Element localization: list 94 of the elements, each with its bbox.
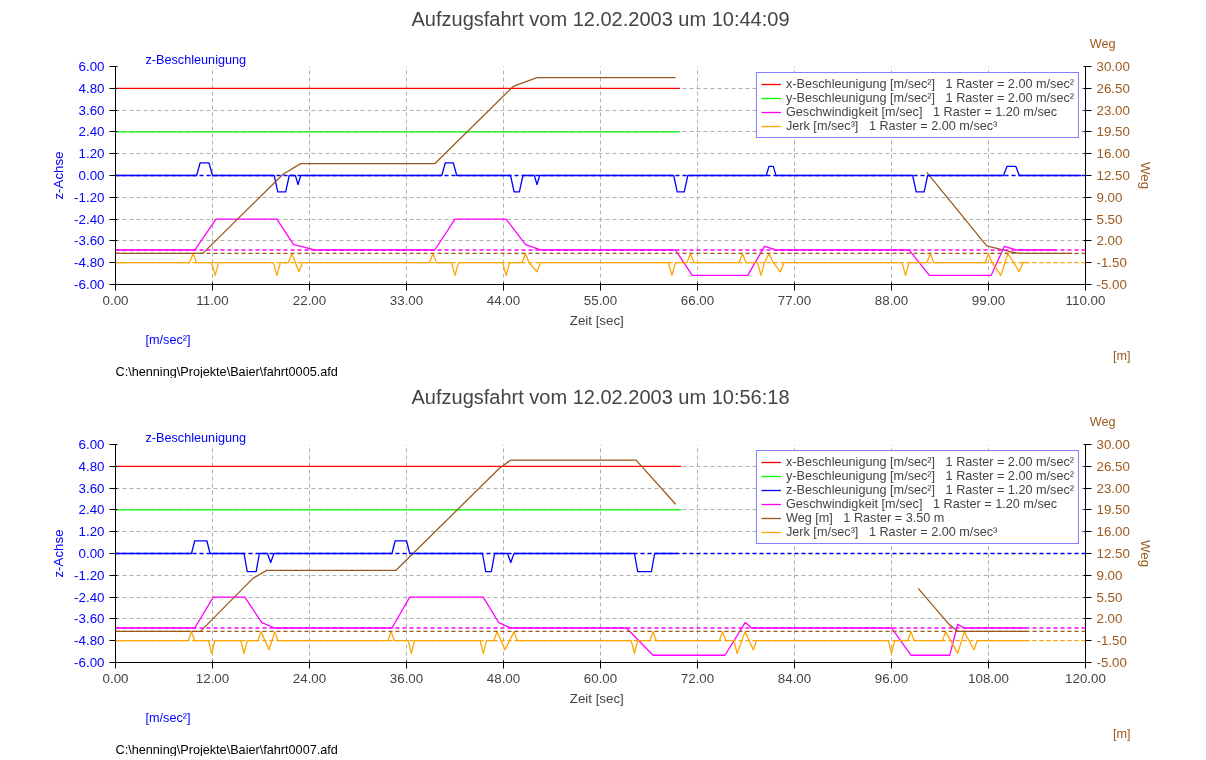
legend-label: Weg [m] 1 Raster = 3.50 m	[785, 511, 945, 525]
y2-tick-label: 2.00	[1096, 611, 1123, 627]
y-tick-label: -4.80	[74, 633, 105, 649]
legend-label: y-Beschleunigung [m/sec²] 1 Raster = 2.00 m/sec²	[785, 91, 1074, 105]
x-tick-label: 44.00	[486, 292, 521, 308]
y-axis-title: z-Achse	[51, 529, 67, 578]
legend-label: Jerk [m/sec³] 1 Raster = 2.00 m/sec³	[785, 119, 998, 133]
chart-title: Aufzugsfahrt vom 12.02.2003 um 10:44:09	[411, 7, 790, 30]
legend-label: Geschwindigkeit [m/sec] 1 Raster = 1.20 m/sec	[785, 497, 1058, 511]
y2-tick-label: 16.00	[1096, 146, 1130, 162]
y2-tick-label: -5.00	[1096, 277, 1127, 292]
y2-axis-title: Weg	[1137, 161, 1153, 190]
text: [m/sec²]	[145, 332, 191, 347]
x-tick-label: 12.00	[195, 670, 230, 686]
text: Weg	[1089, 36, 1116, 51]
y-tick-label: -1.20	[74, 189, 105, 205]
y-tick-label: 0.00	[78, 168, 105, 183]
y-tick-label: 6.00	[78, 59, 105, 74]
text: [m]	[1112, 348, 1131, 363]
text: C:\henning\Projekte\Baier\fahrt0007.afd	[115, 742, 338, 757]
text: z-Beschleunigung	[145, 430, 247, 445]
legend-label: x-Beschleunigung [m/sec²] 1 Raster = 2.00 m/sec²	[785, 455, 1074, 469]
y-tick-label: 2.40	[78, 502, 105, 518]
y-tick-label: 2.40	[78, 124, 105, 140]
x-tick-label: 24.00	[292, 670, 327, 686]
y-tick-label: -3.60	[74, 611, 105, 627]
y-tick-label: -6.00	[74, 277, 105, 292]
x-tick-label: 66.00	[680, 292, 715, 308]
y2-tick-label: 12.50	[1096, 168, 1130, 183]
x-tick-label: 88.00	[874, 292, 909, 308]
text: z-Beschleunigung	[145, 52, 247, 67]
x-tick-label: 60.00	[583, 670, 618, 686]
y2-tick-label: 5.50	[1096, 211, 1123, 227]
y2-tick-label: 2.00	[1096, 233, 1123, 249]
y2-axis-title: Weg	[1137, 539, 1153, 568]
y-tick-label: -2.40	[74, 589, 105, 605]
y2-tick-label: 30.00	[1096, 437, 1130, 452]
text: Weg	[1089, 414, 1116, 429]
x-tick-label: 0.00	[102, 670, 129, 686]
y2-tick-label: 19.50	[1096, 502, 1130, 518]
legend-label: y-Beschleunigung [m/sec²] 1 Raster = 2.00 m/sec²	[785, 469, 1074, 483]
y-tick-label: -4.80	[74, 255, 105, 271]
x-tick-label: 11.00	[196, 292, 229, 308]
y-tick-label: -2.40	[74, 211, 105, 227]
x-tick-label: 0.00	[102, 292, 129, 308]
x-tick-label: 108.00	[968, 670, 1009, 686]
y-tick-label: 6.00	[78, 437, 105, 452]
x-tick-label: 33.00	[389, 292, 424, 308]
legend-label: x-Beschleunigung [m/sec²] 1 Raster = 2.00 m/sec²	[785, 77, 1074, 91]
y2-tick-label: 9.00	[1096, 189, 1123, 205]
text: [m/sec²]	[145, 710, 191, 725]
y-tick-label: 1.20	[78, 524, 105, 540]
legend-label: Jerk [m/sec³] 1 Raster = 2.00 m/sec³	[785, 525, 998, 539]
y-tick-label: 0.00	[78, 546, 105, 561]
x-tick-label: 96.00	[874, 670, 909, 686]
x-tick-label: 99.00	[971, 292, 1006, 308]
y2-tick-label: 26.50	[1096, 458, 1130, 474]
y2-tick-label: -5.00	[1096, 655, 1127, 670]
x-axis-title: Zeit [sec]	[569, 690, 624, 706]
legend-label: Geschwindigkeit [m/sec] 1 Raster = 1.20 m/sec	[785, 105, 1058, 119]
y2-tick-label: 30.00	[1096, 59, 1130, 74]
y-tick-label: 3.60	[78, 102, 105, 118]
x-tick-label: 48.00	[486, 670, 521, 686]
x-tick-label: 22.00	[292, 292, 327, 308]
x-tick-label: 77.00	[777, 292, 812, 308]
x-tick-label: 55.00	[583, 292, 618, 308]
x-tick-label: 36.00	[389, 670, 424, 686]
y-axis-title: z-Achse	[51, 151, 67, 200]
y-tick-label: 4.80	[78, 80, 105, 96]
chart-title: Aufzugsfahrt vom 12.02.2003 um 10:56:18	[411, 385, 790, 408]
y-tick-label: 4.80	[78, 458, 105, 474]
y-tick-label: -1.20	[74, 567, 105, 583]
x-axis-title: Zeit [sec]	[569, 312, 624, 328]
legend-label: z-Beschleunigung [m/sec²] 1 Raster = 1.20 m/sec²	[785, 483, 1074, 497]
x-tick-label: 110.00	[1065, 292, 1106, 308]
y-tick-label: -6.00	[74, 655, 105, 670]
y-tick-label: -3.60	[74, 233, 105, 249]
y2-tick-label: 26.50	[1096, 80, 1130, 96]
y2-tick-label: 9.00	[1096, 567, 1123, 583]
y2-tick-label: 23.00	[1096, 480, 1130, 496]
y2-tick-label: 19.50	[1096, 124, 1130, 140]
y2-tick-label: -1.50	[1096, 633, 1127, 649]
y-tick-label: 3.60	[78, 480, 105, 496]
x-tick-label: 120.00	[1065, 670, 1106, 686]
y2-tick-label: 16.00	[1096, 524, 1130, 540]
x-tick-label: 72.00	[680, 670, 715, 686]
text: [m]	[1112, 726, 1131, 741]
y2-tick-label: 5.50	[1096, 589, 1123, 605]
y2-tick-label: 12.50	[1096, 546, 1130, 561]
y2-tick-label: -1.50	[1096, 255, 1127, 271]
text: C:\henning\Projekte\Baier\fahrt0005.afd	[115, 364, 338, 379]
y2-tick-label: 23.00	[1096, 102, 1130, 118]
y-tick-label: 1.20	[78, 146, 105, 162]
x-tick-label: 84.00	[777, 670, 812, 686]
